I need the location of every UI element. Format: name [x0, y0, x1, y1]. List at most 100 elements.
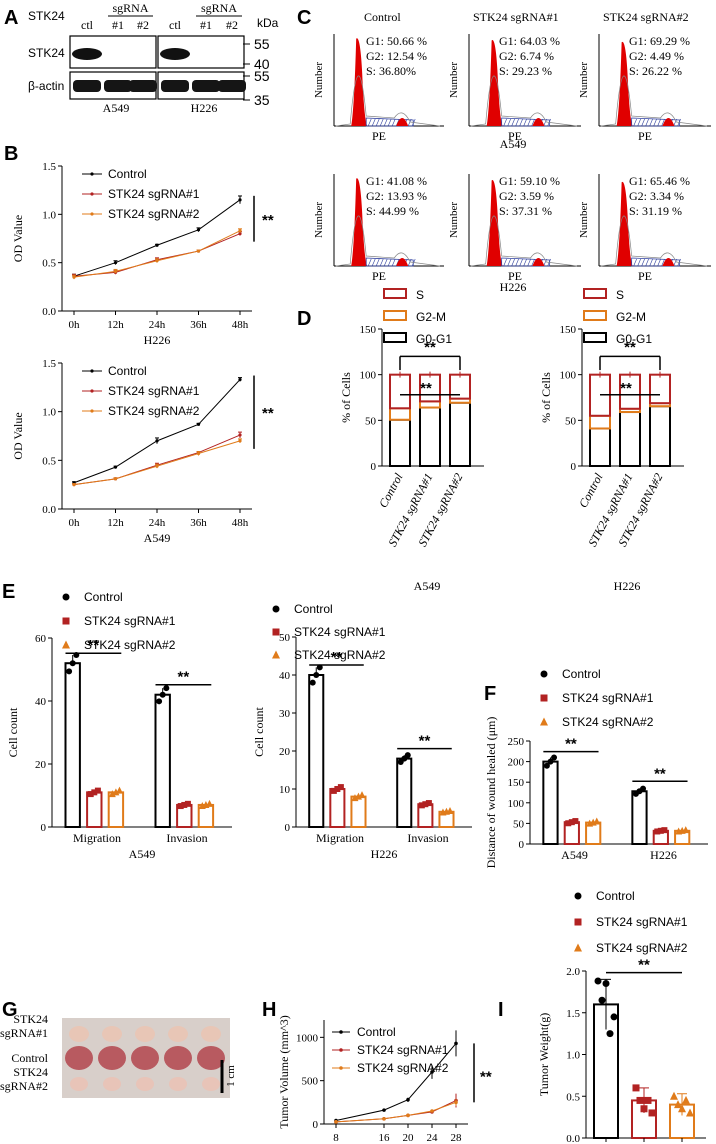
legend-swatch: [383, 332, 407, 343]
hatch: [637, 118, 641, 127]
y-tick-label: 0.0: [566, 1133, 580, 1144]
data-point: [113, 269, 118, 273]
kda-label: kDa: [257, 16, 279, 30]
y-tick-label: 150: [508, 777, 525, 789]
legend-point: [339, 1048, 343, 1052]
g2-peak: [662, 118, 675, 126]
data-point: [238, 229, 242, 233]
hatch: [531, 258, 535, 267]
x-category-label: Invasion: [407, 831, 448, 845]
data-point: [156, 698, 163, 705]
column-title: Control: [364, 10, 401, 24]
hatch: [371, 118, 376, 127]
data-point: [670, 1091, 678, 1100]
data-point: [184, 800, 191, 807]
legend-marker: [574, 892, 582, 900]
data-point: [316, 664, 323, 671]
cell-line-label: A549: [103, 101, 130, 115]
series-line: [335, 1100, 457, 1123]
lane-label: #1: [200, 18, 212, 32]
marker-label: 55: [254, 36, 270, 52]
data-point: [572, 818, 579, 825]
data-point: [382, 1117, 386, 1121]
y-tick-label: 0.0: [42, 504, 56, 516]
bar: [308, 674, 325, 828]
lane-label: ctl: [81, 18, 94, 32]
data-point: [238, 433, 242, 437]
significance-mark: **: [424, 339, 436, 356]
x-tick-label: 48h: [232, 319, 249, 331]
stack-segment: [449, 401, 471, 467]
y-tick-label: 50: [365, 415, 377, 427]
s-text: S: 44.99 %: [366, 204, 419, 218]
data-point: [682, 1095, 690, 1104]
legend-label: STK24 sgRNA#1: [562, 691, 654, 705]
hatch: [383, 118, 388, 127]
x-category-label: Invasion: [166, 831, 207, 845]
legend-swatch: [383, 310, 407, 321]
panel-letter-a: A: [4, 7, 18, 29]
legend-swatch: [583, 332, 607, 343]
g1-text: G1: 65.46 %: [629, 174, 690, 188]
legend-label: Control: [294, 602, 333, 616]
data-point: [593, 817, 601, 825]
hatch: [523, 258, 527, 267]
x-tick-label: 28: [451, 1132, 463, 1144]
y-tick-label: 50: [279, 632, 291, 644]
x-category-label: Migration: [316, 831, 364, 845]
hist-x-label: PE: [638, 129, 652, 143]
hatch: [387, 118, 392, 127]
scale-label: 1 cm: [225, 1065, 237, 1087]
y-axis-label: OD Value: [11, 215, 25, 262]
panel-letter-f: F: [484, 683, 496, 705]
g1-text: G1: 64.03 %: [499, 34, 560, 48]
x-tick-label: 0h: [69, 517, 81, 529]
y-tick-label: 0: [519, 839, 525, 851]
hatch: [637, 258, 641, 267]
panel-letter-c: C: [297, 7, 311, 29]
y-tick-label: 150: [360, 324, 377, 336]
y-tick-label: 50: [513, 818, 525, 830]
tumor: [197, 1046, 225, 1070]
chart-caption: H226: [371, 847, 398, 861]
row-cell-line: H226: [500, 280, 527, 294]
bar: [107, 791, 125, 828]
hatch: [673, 118, 677, 127]
panel-letter-d: D: [297, 308, 311, 330]
hatch: [653, 118, 657, 127]
legend-label: Control: [596, 889, 635, 903]
chart-caption: A549: [414, 579, 441, 593]
y-tick-label: 1.0: [42, 407, 56, 419]
s-phase-area: [365, 117, 414, 127]
lane-label: ctl: [169, 18, 182, 32]
tumor: [69, 1026, 89, 1042]
hist-outline: [335, 75, 441, 127]
stack-segment: [649, 405, 671, 467]
hatch: [633, 118, 637, 127]
band-actin: [218, 80, 246, 92]
hatch: [391, 118, 396, 127]
g2-peak: [662, 258, 675, 266]
legend-marker: [62, 640, 70, 649]
data-point: [334, 1120, 338, 1124]
band-actin: [73, 80, 101, 92]
data-point: [196, 249, 201, 253]
hatch: [527, 118, 531, 127]
hatch: [657, 258, 661, 267]
y-tick-label: 0.0: [42, 306, 56, 318]
y-axis-label: OD Value: [11, 412, 25, 459]
significance-mark: **: [654, 765, 666, 782]
hatch: [657, 118, 661, 127]
data-point: [430, 1109, 434, 1113]
x-tick-label: 8: [333, 1132, 339, 1144]
data-point: [196, 422, 201, 426]
panel-a-western-blot: STK24 sgRNA ctl #1 #2 A549 sgRNA ctl #1 #2 H226 STK…: [28, 1, 279, 115]
significance-mark: **: [331, 649, 343, 666]
row-label: sgRNA#1: [0, 1026, 48, 1040]
data-point: [404, 752, 411, 759]
legend-label: Control: [357, 1025, 396, 1039]
hist-outline: [600, 215, 708, 267]
data-point: [606, 1030, 614, 1038]
